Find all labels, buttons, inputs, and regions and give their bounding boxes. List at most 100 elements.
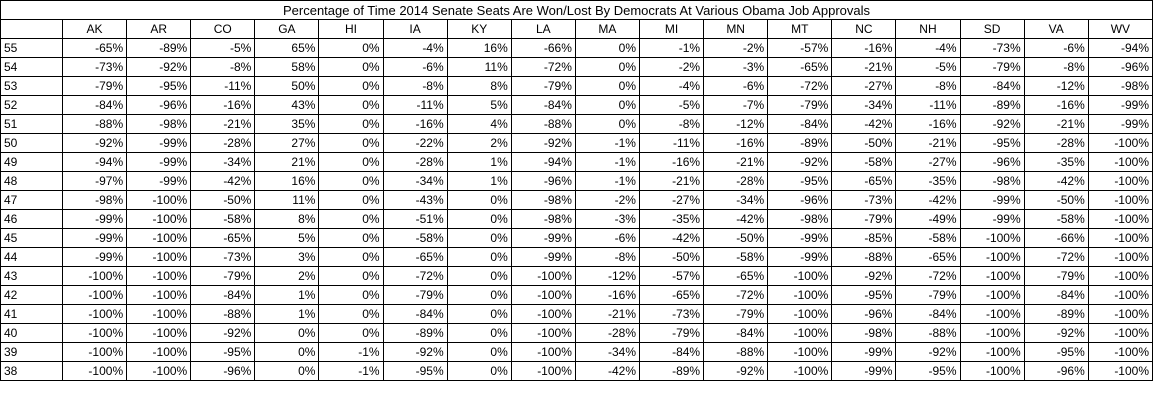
value-cell: 0%: [254, 323, 320, 343]
value-cell: -28%: [190, 133, 256, 153]
value-cell: -16%: [190, 95, 256, 115]
value-cell: -88%: [190, 304, 256, 324]
value-cell: -88%: [831, 247, 897, 267]
value-cell: -3%: [703, 57, 769, 77]
value-cell: -79%: [382, 285, 448, 305]
value-cell: -1%: [574, 171, 640, 191]
value-cell: -79%: [61, 76, 128, 96]
table-row: 45 -99% -100% -65% 5% 0% -58% 0% -99% -6% -42% -50%…: [0, 228, 1153, 248]
value-cell: 0%: [446, 228, 512, 248]
table-title: Percentage of Time 2014 Senate Seats Are…: [0, 0, 1153, 20]
value-cell: 0%: [318, 171, 384, 191]
value-cell: -96%: [1087, 57, 1153, 77]
value-cell: -100%: [1087, 304, 1153, 324]
value-cell: -100%: [1087, 342, 1153, 362]
value-cell: -84%: [190, 285, 256, 305]
value-cell: -35%: [895, 171, 961, 191]
value-cell: -7%: [703, 95, 769, 115]
value-cell: -100%: [61, 304, 128, 324]
value-cell: -98%: [126, 114, 192, 134]
value-cell: -98%: [959, 171, 1025, 191]
value-cell: -65%: [61, 38, 128, 58]
value-cell: -27%: [831, 76, 897, 96]
value-cell: -72%: [510, 57, 576, 77]
value-cell: 11%: [446, 57, 512, 77]
table-row: 49 -94% -99% -34% 21% 0% -28% 1% -94% -1% -16% -21%…: [0, 152, 1153, 172]
value-cell: -100%: [61, 342, 128, 362]
value-cell: -96%: [510, 171, 576, 191]
value-cell: -1%: [574, 152, 640, 172]
value-cell: -85%: [831, 228, 897, 248]
value-cell: -84%: [895, 304, 961, 324]
value-cell: -100%: [126, 190, 192, 210]
approval-cell: 50: [0, 133, 63, 153]
value-cell: -100%: [61, 361, 128, 381]
value-cell: -100%: [1087, 133, 1153, 153]
value-cell: -99%: [126, 152, 192, 172]
value-cell: 0%: [574, 38, 640, 58]
value-cell: -84%: [382, 304, 448, 324]
column-header: KY: [446, 19, 512, 39]
value-cell: -50%: [703, 228, 769, 248]
value-cell: 1%: [254, 304, 320, 324]
value-cell: -57%: [767, 38, 833, 58]
value-cell: -84%: [959, 76, 1025, 96]
value-cell: -100%: [61, 285, 128, 305]
value-cell: 43%: [254, 95, 320, 115]
value-cell: -65%: [638, 285, 705, 305]
value-cell: -79%: [638, 323, 705, 343]
value-cell: -95%: [190, 342, 256, 362]
value-cell: -89%: [959, 95, 1025, 115]
value-cell: -11%: [190, 76, 256, 96]
value-cell: -84%: [767, 114, 833, 134]
value-cell: -95%: [767, 171, 833, 191]
value-cell: -21%: [831, 57, 897, 77]
value-cell: -99%: [831, 361, 897, 381]
value-cell: -58%: [190, 209, 256, 229]
value-cell: -58%: [895, 228, 961, 248]
value-cell: -4%: [895, 38, 961, 58]
approval-cell: 55: [0, 38, 63, 58]
value-cell: -58%: [831, 152, 897, 172]
value-cell: -100%: [126, 323, 192, 343]
value-cell: -12%: [574, 266, 640, 286]
value-cell: -89%: [767, 133, 833, 153]
value-cell: -100%: [767, 285, 833, 305]
value-cell: -65%: [895, 247, 961, 267]
value-cell: 0%: [318, 38, 384, 58]
approval-cell: 49: [0, 152, 63, 172]
value-cell: -79%: [767, 95, 833, 115]
value-cell: -42%: [638, 228, 705, 248]
table-row: 50 -92% -99% -28% 27% 0% -22% 2% -92% -1% -11% -16%…: [0, 133, 1153, 153]
value-cell: -28%: [1023, 133, 1089, 153]
value-cell: -100%: [510, 304, 576, 324]
value-cell: 0%: [318, 266, 384, 286]
value-cell: -72%: [1023, 247, 1089, 267]
value-cell: -100%: [1087, 152, 1153, 172]
value-cell: 1%: [254, 285, 320, 305]
value-cell: 16%: [254, 171, 320, 191]
value-cell: -42%: [895, 190, 961, 210]
approval-cell: 52: [0, 95, 63, 115]
value-cell: -79%: [190, 266, 256, 286]
value-cell: -84%: [1023, 285, 1089, 305]
value-cell: 0%: [318, 57, 384, 77]
value-cell: -11%: [895, 95, 961, 115]
value-cell: 0%: [446, 209, 512, 229]
value-cell: -73%: [190, 247, 256, 267]
value-cell: -98%: [510, 209, 576, 229]
value-cell: 50%: [254, 76, 320, 96]
value-cell: -100%: [767, 304, 833, 324]
value-cell: -84%: [61, 95, 128, 115]
approval-cell: 51: [0, 114, 63, 134]
column-header: CO: [190, 19, 256, 39]
value-cell: -5%: [895, 57, 961, 77]
value-cell: -100%: [510, 342, 576, 362]
value-cell: -21%: [638, 171, 705, 191]
value-cell: -58%: [382, 228, 448, 248]
value-cell: -100%: [126, 285, 192, 305]
value-cell: -100%: [510, 266, 576, 286]
table-row: 39 -100% -100% -95% 0% -1% -92% 0% -100% -34% -84%…: [0, 342, 1153, 362]
value-cell: -92%: [1023, 323, 1089, 343]
value-cell: -84%: [510, 95, 576, 115]
